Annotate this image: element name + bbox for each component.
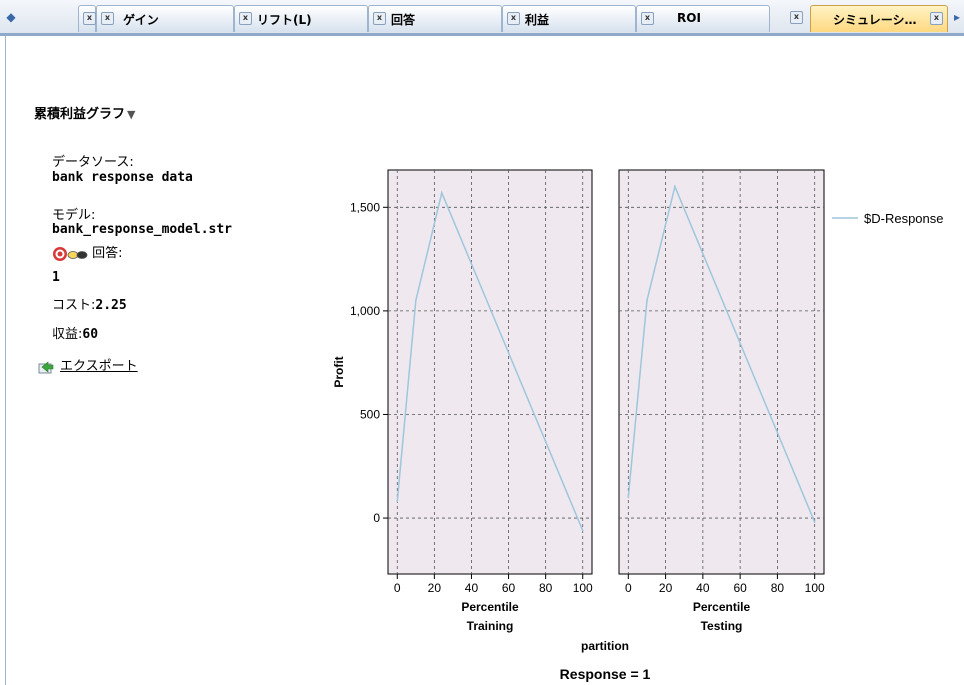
revenue-value: 60 xyxy=(82,327,99,342)
datasource-value: bank response data xyxy=(52,170,193,185)
x-tick-label: 20 xyxy=(659,581,673,595)
tab-label: ROI xyxy=(677,11,701,25)
tab-spacer: x xyxy=(770,5,810,32)
x-tick-label: 20 xyxy=(428,581,442,595)
y-axis-label: Profit xyxy=(332,356,346,387)
panel-background-training xyxy=(387,169,593,575)
y-tick-label: 0 xyxy=(373,511,380,525)
tab-0[interactable]: x xyxy=(78,5,96,32)
data-point xyxy=(415,299,417,302)
scroll-left-icon[interactable]: ◆ xyxy=(6,10,16,24)
data-point xyxy=(674,185,676,188)
export-row[interactable]: エクスポート xyxy=(38,355,138,374)
tab-label: 回答 xyxy=(391,13,416,27)
tab-bar: ◆ x x ゲイン x リフト(L) x 回答 x 利益 x ROI x シミュ… xyxy=(0,0,964,36)
tab-response[interactable]: x 回答 xyxy=(368,5,502,32)
close-icon[interactable]: x xyxy=(641,12,654,25)
export-link[interactable]: エクスポート xyxy=(60,359,138,374)
x-axis-label: Percentile xyxy=(461,600,519,614)
tab-simulation[interactable]: シミュレーシ… x xyxy=(810,5,948,32)
tab-label: ゲイン xyxy=(123,13,159,27)
x-tick-label: 100 xyxy=(573,581,593,595)
panel-border xyxy=(5,36,6,685)
tab-label: リフト(L) xyxy=(257,13,312,27)
facet-label-training: Training xyxy=(467,619,514,633)
export-icon xyxy=(38,360,54,373)
y-tick-label: 500 xyxy=(360,407,380,421)
response-label: 回答: xyxy=(92,246,123,261)
series-line-training xyxy=(396,190,584,531)
cost-value: 2.25 xyxy=(95,298,127,313)
response-target-icon xyxy=(53,246,88,261)
x-tick-label: 0 xyxy=(625,581,632,595)
datasource-label: データソース: xyxy=(52,155,134,170)
tab-gain[interactable]: x ゲイン xyxy=(96,5,234,32)
collapse-triangle-icon[interactable]: ▼ xyxy=(127,108,136,121)
data-point xyxy=(813,521,816,524)
data-point xyxy=(627,496,630,499)
x-tick-label: 80 xyxy=(539,581,553,595)
close-icon[interactable]: x xyxy=(83,12,96,25)
x-tick-label: 100 xyxy=(805,581,825,595)
data-point xyxy=(396,500,399,503)
response-value: 1 xyxy=(52,270,60,285)
chart-footer: Response = 1 xyxy=(560,666,651,682)
tab-lift[interactable]: x リフト(L) xyxy=(234,5,368,32)
response-row: 回答: xyxy=(52,242,123,263)
data-point xyxy=(581,529,584,532)
revenue-label: 収益: xyxy=(52,327,83,342)
model-label: モデル: xyxy=(52,208,96,223)
x-tick-label: 40 xyxy=(465,581,479,595)
x-tick-label: 40 xyxy=(696,581,710,595)
x-axis-label: Percentile xyxy=(693,600,751,614)
model-value: bank_response_model.str xyxy=(52,222,233,237)
y-tick-label: 1,500 xyxy=(350,200,380,214)
close-icon[interactable]: x xyxy=(373,12,386,25)
legend-label: $D-Response xyxy=(864,211,944,226)
facet-variable-label: partition xyxy=(581,639,629,653)
x-tick-label: 80 xyxy=(771,581,785,595)
x-tick-label: 0 xyxy=(394,581,401,595)
tab-label: 利益 xyxy=(525,13,550,27)
close-icon[interactable]: x xyxy=(790,11,803,24)
close-icon[interactable]: x xyxy=(239,12,252,25)
y-tick-label: 1,000 xyxy=(350,304,380,318)
cost-row: コスト:2.25 xyxy=(52,294,127,313)
close-icon[interactable]: x xyxy=(101,12,114,25)
facet-label-testing: Testing xyxy=(701,619,743,633)
x-tick-label: 60 xyxy=(733,581,747,595)
close-icon[interactable]: x xyxy=(930,12,943,25)
close-icon[interactable]: x xyxy=(507,12,520,25)
tab-roi[interactable]: x ROI xyxy=(636,5,770,32)
data-point xyxy=(646,299,648,302)
x-tick-label: 60 xyxy=(502,581,516,595)
series-line-testing xyxy=(627,184,816,523)
tab-label: シミュレーシ… xyxy=(833,13,917,27)
panel-background-testing xyxy=(618,169,825,575)
data-point xyxy=(440,191,443,194)
revenue-row: 収益:60 xyxy=(52,323,98,342)
section-title[interactable]: 累積利益グラフ ▼ xyxy=(34,103,135,122)
tab-profit[interactable]: x 利益 xyxy=(502,5,636,32)
scroll-right-icon[interactable]: ▸ xyxy=(953,10,961,24)
section-title-text: 累積利益グラフ xyxy=(34,107,126,122)
cost-label: コスト: xyxy=(52,298,96,313)
